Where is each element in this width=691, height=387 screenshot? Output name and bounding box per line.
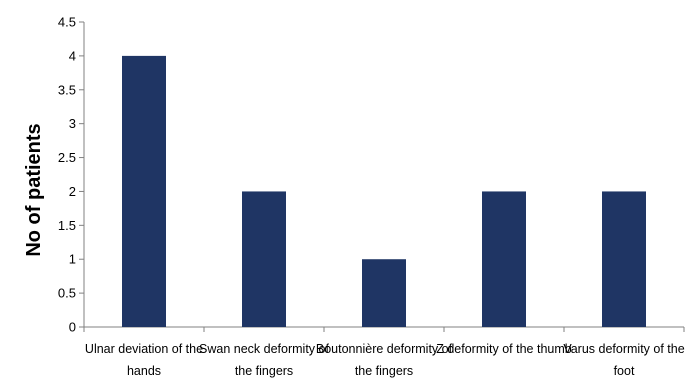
y-tick-label: 4.5	[58, 15, 76, 30]
x-category-label: Ulnar deviation of the hands	[85, 342, 203, 378]
y-tick-label: 2	[69, 184, 76, 199]
y-tick-label: 1	[69, 252, 76, 267]
x-category-label: Boutonnière deformity of the fingers	[316, 342, 453, 378]
bar	[602, 191, 646, 327]
y-tick-label: 3.5	[58, 82, 76, 97]
x-category-label: Varus deformity of the foot	[563, 342, 684, 378]
x-category-label: Swan neck deformity of the fingers	[199, 342, 329, 378]
y-tick-label: 0.5	[58, 286, 76, 301]
y-tick-label: 4	[69, 48, 76, 63]
bar	[242, 191, 286, 327]
y-tick-label: 0	[69, 320, 76, 335]
y-tick-label: 2.5	[58, 150, 76, 165]
y-axis-label: No of patients	[23, 123, 45, 256]
y-tick-label: 1.5	[58, 218, 76, 233]
bar	[482, 191, 526, 327]
x-category-label: Z deformity of the thumb	[436, 342, 572, 356]
plot-area: 0 0.5 1 1.5 2 2.5 3 3.5 4 4.5 Ulnar deviation of t…	[58, 15, 685, 379]
y-tick-label: 3	[69, 116, 76, 131]
bar	[362, 259, 406, 327]
bar	[122, 55, 166, 328]
